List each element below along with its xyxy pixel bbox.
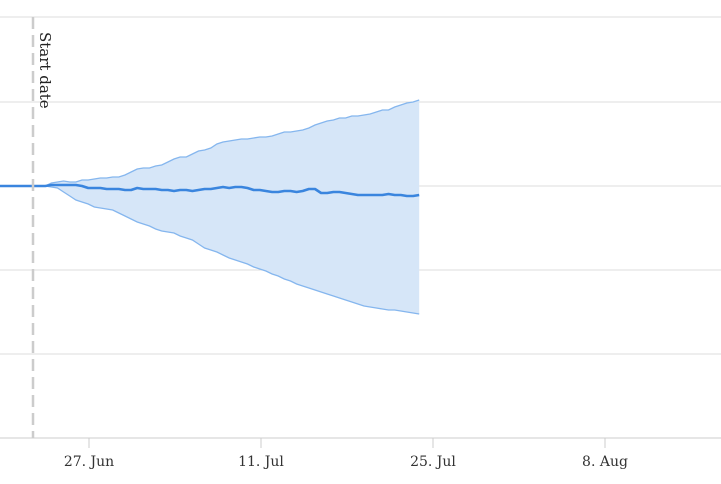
x-tick-label: 8. Aug — [582, 454, 628, 470]
x-tick-label: 11. Jul — [238, 454, 284, 470]
upper-bound-line — [0, 99, 420, 187]
median-series-line — [0, 183, 420, 198]
x-tick-label: 25. Jul — [410, 454, 456, 470]
start-date-label: Start date — [36, 32, 54, 109]
x-tick-label: 27. Jun — [64, 454, 114, 470]
lower-bound-line — [0, 185, 420, 315]
x-axis-ticks: 27. Jun 11. Jul 25. Jul 8. Aug — [64, 438, 628, 470]
uncertainty-band — [33, 100, 420, 314]
